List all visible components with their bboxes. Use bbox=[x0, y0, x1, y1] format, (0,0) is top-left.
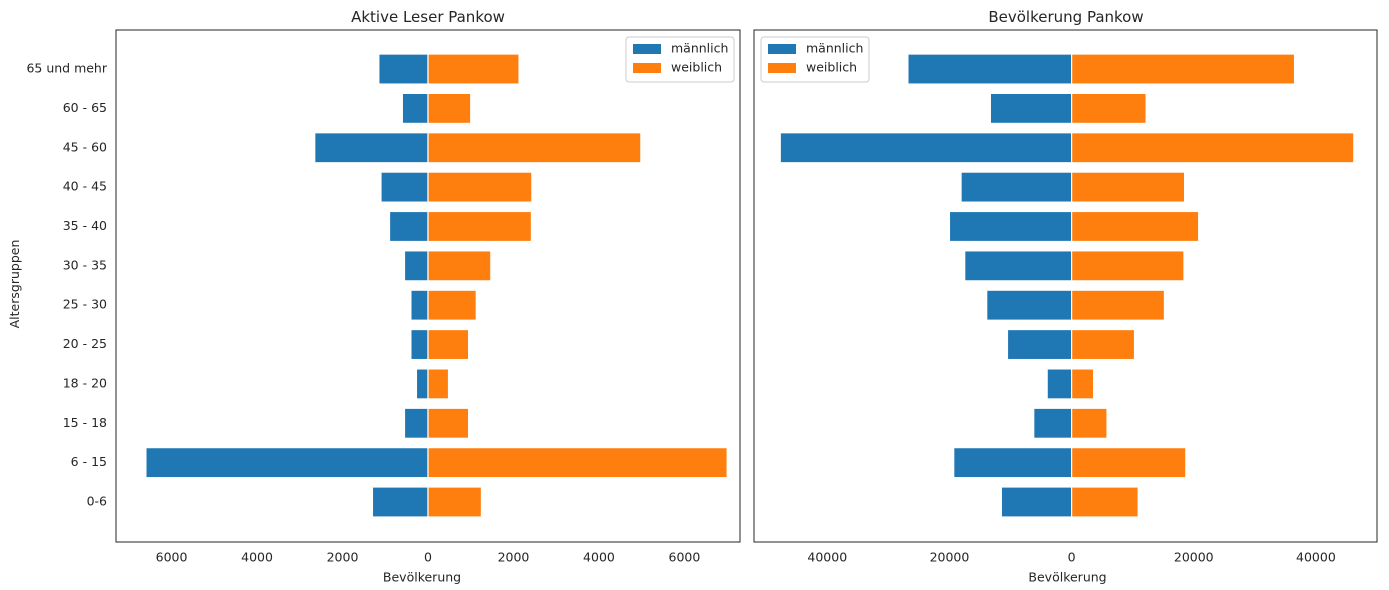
bar-weiblich-9 bbox=[1071, 132, 1355, 164]
x-tick-label: 4000 bbox=[241, 550, 273, 565]
y-tick-label: 20 - 25 bbox=[63, 336, 107, 351]
chart-panel-aktive-leser: Aktive Leser Pankow 6000 4000 2000 0 2000 4000… bbox=[26, 8, 741, 585]
y-tick-label: 65 und mehr bbox=[26, 61, 107, 76]
bar-weiblich-5 bbox=[427, 289, 477, 321]
bar-maennlich-2 bbox=[403, 407, 429, 439]
bar-weiblich-11 bbox=[427, 53, 520, 85]
chart-panel-bevoelkerung: Bevölkerung Pankow 40000 20000 0 20000 40000 B… bbox=[753, 8, 1378, 585]
bar-maennlich-4 bbox=[410, 328, 429, 361]
x-tick-label: 20000 bbox=[1174, 550, 1214, 565]
bar-maennlich-0 bbox=[371, 486, 429, 518]
bar-weiblich-8 bbox=[1071, 171, 1186, 203]
legend-label: männlich bbox=[806, 41, 863, 56]
bar-maennlich-3 bbox=[1046, 368, 1073, 400]
y-tick-label: 35 - 40 bbox=[63, 218, 107, 233]
x-tick-label: 2000 bbox=[327, 550, 359, 565]
bar-weiblich-6 bbox=[427, 250, 492, 282]
x-axis-label: Bevölkerung bbox=[383, 570, 461, 585]
legend-swatch-maennlich bbox=[768, 44, 796, 54]
bar-maennlich-1 bbox=[953, 447, 1073, 479]
y-tick-label: 6 - 15 bbox=[71, 454, 107, 469]
plot-frame bbox=[753, 29, 1378, 543]
bar-maennlich-10 bbox=[401, 92, 429, 125]
x-tick-label: 6000 bbox=[669, 550, 701, 565]
bar-weiblich-1 bbox=[1071, 447, 1187, 479]
bar-weiblich-1 bbox=[427, 447, 728, 479]
x-axis-label: Bevölkerung bbox=[1028, 570, 1106, 585]
bar-maennlich-0 bbox=[1000, 486, 1073, 518]
bar-maennlich-3 bbox=[415, 368, 429, 400]
x-tick-label: 6000 bbox=[156, 550, 188, 565]
bar-maennlich-9 bbox=[779, 132, 1073, 164]
bar-weiblich-0 bbox=[427, 486, 483, 518]
bar-maennlich-8 bbox=[380, 171, 429, 203]
bar-weiblich-11 bbox=[1071, 53, 1296, 85]
bar-maennlich-10 bbox=[989, 92, 1073, 125]
x-tick-label: 20000 bbox=[930, 550, 970, 565]
bar-maennlich-7 bbox=[948, 210, 1073, 243]
x-tick-label: 40000 bbox=[807, 550, 847, 565]
bar-weiblich-5 bbox=[1071, 289, 1166, 321]
legend: männlich weiblich bbox=[625, 36, 735, 83]
bar-maennlich-6 bbox=[403, 250, 429, 282]
x-tick-label: 2000 bbox=[498, 550, 530, 565]
legend-label: weiblich bbox=[806, 60, 857, 75]
bar-weiblich-0 bbox=[1071, 486, 1139, 518]
y-tick-label: 60 - 65 bbox=[63, 100, 107, 115]
bar-weiblich-8 bbox=[427, 171, 533, 203]
bar-maennlich-11 bbox=[907, 53, 1073, 85]
y-tick-label: 25 - 30 bbox=[63, 297, 107, 312]
bar-weiblich-7 bbox=[1071, 210, 1200, 243]
x-tick-label: 40000 bbox=[1296, 550, 1336, 565]
bar-weiblich-2 bbox=[427, 407, 470, 439]
legend-swatch-weiblich bbox=[768, 63, 796, 73]
x-tick-label: 0 bbox=[1068, 550, 1076, 565]
bar-maennlich-6 bbox=[964, 250, 1073, 282]
legend: männlich weiblich bbox=[760, 36, 870, 83]
bar-maennlich-7 bbox=[388, 210, 429, 243]
legend-label: weiblich bbox=[671, 60, 722, 75]
y-tick-label: 18 - 20 bbox=[63, 375, 107, 390]
chart-title: Aktive Leser Pankow bbox=[351, 8, 505, 26]
bar-maennlich-5 bbox=[986, 289, 1073, 321]
bar-weiblich-10 bbox=[1071, 92, 1147, 125]
bar-weiblich-2 bbox=[1071, 407, 1108, 439]
legend-swatch-maennlich bbox=[633, 44, 661, 54]
y-tick-label: 30 - 35 bbox=[63, 257, 107, 272]
bar-maennlich-4 bbox=[1006, 328, 1073, 361]
bar-weiblich-4 bbox=[427, 328, 470, 361]
bar-maennlich-1 bbox=[145, 447, 429, 479]
chart-title: Bevölkerung Pankow bbox=[988, 8, 1143, 26]
x-tick-label: 0 bbox=[424, 550, 432, 565]
y-tick-label: 40 - 45 bbox=[63, 179, 107, 194]
bar-maennlich-9 bbox=[314, 132, 429, 164]
y-tick-label: 15 - 18 bbox=[63, 415, 107, 430]
legend-label: männlich bbox=[671, 41, 728, 56]
bar-weiblich-3 bbox=[427, 368, 450, 400]
bar-weiblich-4 bbox=[1071, 328, 1136, 361]
bar-weiblich-3 bbox=[1071, 368, 1095, 400]
bar-weiblich-7 bbox=[427, 210, 533, 243]
plot-frame bbox=[115, 29, 741, 543]
bar-maennlich-5 bbox=[410, 289, 429, 321]
bar-weiblich-10 bbox=[427, 92, 472, 125]
x-tick-label: 4000 bbox=[583, 550, 615, 565]
bar-maennlich-8 bbox=[960, 171, 1073, 203]
y-tick-label: 45 - 60 bbox=[63, 139, 107, 154]
bar-maennlich-11 bbox=[378, 53, 429, 85]
legend-swatch-weiblich bbox=[633, 63, 661, 73]
y-axis-label: Altersgruppen bbox=[7, 240, 22, 329]
bar-weiblich-6 bbox=[1071, 250, 1185, 282]
y-tick-label: 0-6 bbox=[87, 494, 107, 509]
bar-weiblich-9 bbox=[427, 132, 642, 164]
bar-maennlich-2 bbox=[1033, 407, 1073, 439]
